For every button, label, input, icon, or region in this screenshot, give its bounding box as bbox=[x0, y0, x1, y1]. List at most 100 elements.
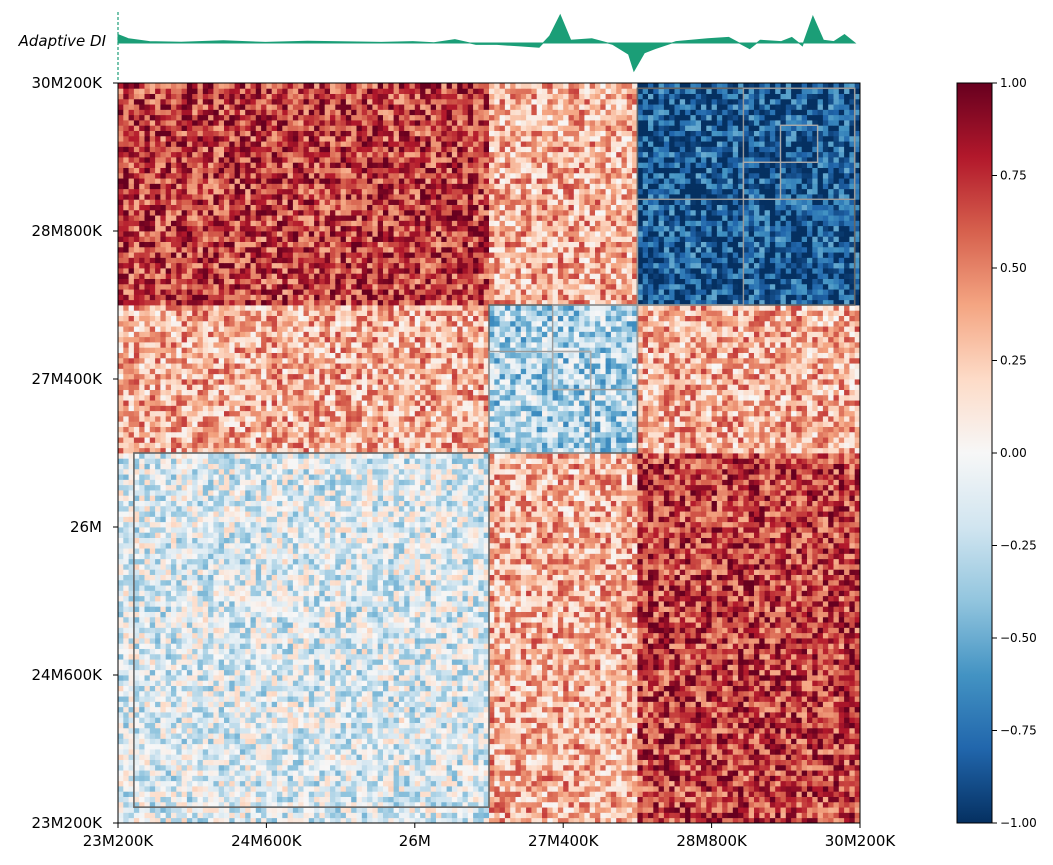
heatmap-cell bbox=[186, 738, 193, 745]
heatmap-cell bbox=[303, 680, 310, 686]
heatmap-cell bbox=[589, 727, 596, 734]
heatmap-cell bbox=[679, 796, 686, 803]
heatmap-cell bbox=[483, 696, 490, 702]
heatmap-cell bbox=[828, 791, 834, 797]
heatmap-cell bbox=[303, 738, 310, 745]
heatmap-cell bbox=[277, 780, 283, 787]
heatmap-cell bbox=[743, 717, 750, 723]
heatmap-cell bbox=[213, 680, 220, 686]
heatmap-cell bbox=[462, 754, 469, 760]
heatmap-cell bbox=[430, 664, 437, 671]
heatmap-cell bbox=[775, 712, 781, 718]
heatmap-cell bbox=[192, 632, 198, 639]
heatmap-cell bbox=[796, 727, 803, 734]
heatmap-cell bbox=[319, 675, 326, 681]
heatmap-cell bbox=[255, 743, 262, 750]
heatmap-cell bbox=[754, 648, 760, 655]
heatmap-cell bbox=[679, 701, 686, 708]
heatmap-cell bbox=[738, 754, 744, 760]
heatmap-cell bbox=[414, 743, 421, 750]
heatmap-cell bbox=[764, 796, 771, 803]
heatmap-cell bbox=[600, 717, 606, 723]
heatmap-cell bbox=[822, 653, 829, 660]
heatmap-cell bbox=[754, 780, 760, 787]
heatmap-cell bbox=[754, 690, 760, 697]
heatmap-cell bbox=[637, 759, 644, 766]
heatmap-cell bbox=[658, 791, 665, 797]
heatmap-cell bbox=[330, 685, 336, 692]
heatmap-cell bbox=[764, 754, 771, 760]
heatmap-cell bbox=[552, 680, 559, 686]
heatmap-cell bbox=[234, 727, 241, 734]
heatmap-cell bbox=[420, 764, 426, 771]
heatmap-cell bbox=[277, 817, 283, 824]
heatmap-cell bbox=[176, 669, 182, 676]
heatmap-cell bbox=[573, 733, 580, 739]
heatmap-cell bbox=[748, 780, 755, 787]
heatmap-cell bbox=[409, 680, 416, 686]
heatmap-cell bbox=[483, 754, 490, 760]
heatmap-cell bbox=[812, 722, 818, 729]
heatmap-cell bbox=[372, 801, 379, 808]
heatmap-cell bbox=[414, 754, 421, 760]
heatmap-cell bbox=[563, 727, 569, 734]
heatmap-cell bbox=[160, 675, 167, 681]
heatmap-cell bbox=[202, 712, 209, 718]
heatmap-cell bbox=[197, 780, 204, 787]
heatmap-cell bbox=[277, 680, 283, 686]
heatmap-cell bbox=[515, 664, 522, 671]
heatmap-cell bbox=[250, 690, 257, 697]
heatmap-cell bbox=[828, 680, 834, 686]
heatmap-cell bbox=[404, 664, 410, 671]
heatmap-cell bbox=[155, 648, 161, 655]
heatmap-cell bbox=[208, 696, 214, 702]
heatmap-cell bbox=[139, 807, 145, 813]
heatmap-cell bbox=[722, 701, 728, 708]
heatmap-cell bbox=[557, 801, 564, 808]
heatmap-cell bbox=[536, 733, 543, 739]
heatmap-cell bbox=[118, 706, 124, 713]
heatmap-cell bbox=[844, 770, 850, 776]
heatmap-cell bbox=[595, 743, 601, 750]
heatmap-cell bbox=[695, 706, 702, 713]
heatmap-cell bbox=[292, 775, 299, 782]
heatmap-cell bbox=[473, 653, 479, 660]
heatmap-cell bbox=[176, 690, 182, 697]
heatmap-cell bbox=[632, 685, 638, 692]
heatmap-cell bbox=[494, 659, 500, 665]
heatmap-cell bbox=[414, 664, 421, 671]
heatmap-cell bbox=[701, 807, 707, 813]
heatmap-cell bbox=[425, 754, 432, 760]
heatmap-cell bbox=[822, 669, 829, 676]
heatmap-cell bbox=[679, 770, 686, 776]
heatmap-cell bbox=[828, 717, 834, 723]
heatmap-cell bbox=[807, 775, 813, 782]
heatmap-cell bbox=[457, 775, 463, 782]
heatmap-cell bbox=[128, 643, 135, 649]
heatmap-cell bbox=[144, 738, 151, 745]
heatmap-cell bbox=[250, 664, 257, 671]
heatmap-cell bbox=[414, 733, 421, 739]
heatmap-cell bbox=[833, 664, 840, 671]
heatmap-cell bbox=[277, 738, 283, 745]
heatmap-cell bbox=[674, 696, 681, 702]
heatmap-cell bbox=[764, 648, 771, 655]
heatmap-cell bbox=[282, 675, 288, 681]
heatmap-cell bbox=[218, 696, 225, 702]
heatmap-cell bbox=[324, 659, 331, 665]
heatmap-cell bbox=[266, 817, 273, 824]
heatmap-cell bbox=[420, 786, 426, 792]
heatmap-cell bbox=[610, 733, 617, 739]
heatmap-cell bbox=[610, 759, 617, 766]
heatmap-cell bbox=[181, 685, 188, 692]
heatmap-cell bbox=[430, 807, 437, 813]
heatmap-cell bbox=[118, 749, 124, 755]
heatmap-cell bbox=[632, 638, 638, 644]
heatmap-cell bbox=[250, 791, 257, 797]
heatmap-cell bbox=[250, 659, 257, 665]
heatmap-cell bbox=[679, 669, 686, 676]
heatmap-cell bbox=[632, 653, 638, 660]
heatmap-cell bbox=[754, 680, 760, 686]
heatmap-cell bbox=[791, 643, 797, 649]
heatmap-cell bbox=[446, 807, 453, 813]
